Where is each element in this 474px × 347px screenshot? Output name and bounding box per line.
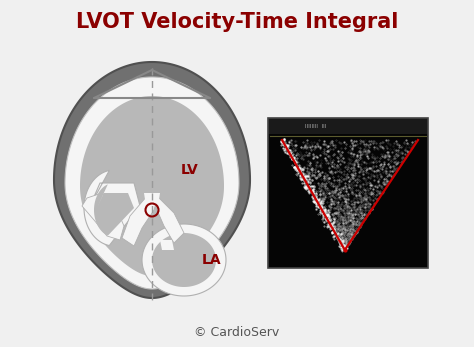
Bar [268, 134, 428, 268]
Polygon shape [142, 224, 226, 296]
Bar [268, 118, 428, 268]
Text: LV: LV [181, 163, 199, 177]
Text: LVOT Velocity-Time Integral: LVOT Velocity-Time Integral [76, 12, 398, 32]
Polygon shape [94, 184, 134, 236]
Polygon shape [144, 193, 160, 206]
Polygon shape [154, 196, 184, 243]
Polygon shape [65, 77, 239, 289]
Text: IIIIIIII  III: IIIIIIII III [305, 124, 327, 128]
Polygon shape [84, 170, 140, 246]
Polygon shape [82, 193, 124, 240]
Polygon shape [122, 196, 157, 246]
Text: LA: LA [202, 253, 222, 267]
Text: © CardioServ: © CardioServ [194, 327, 280, 339]
Polygon shape [54, 62, 250, 298]
Polygon shape [80, 96, 224, 276]
Polygon shape [152, 233, 216, 287]
Bar [268, 118, 428, 134]
Polygon shape [160, 240, 174, 250]
